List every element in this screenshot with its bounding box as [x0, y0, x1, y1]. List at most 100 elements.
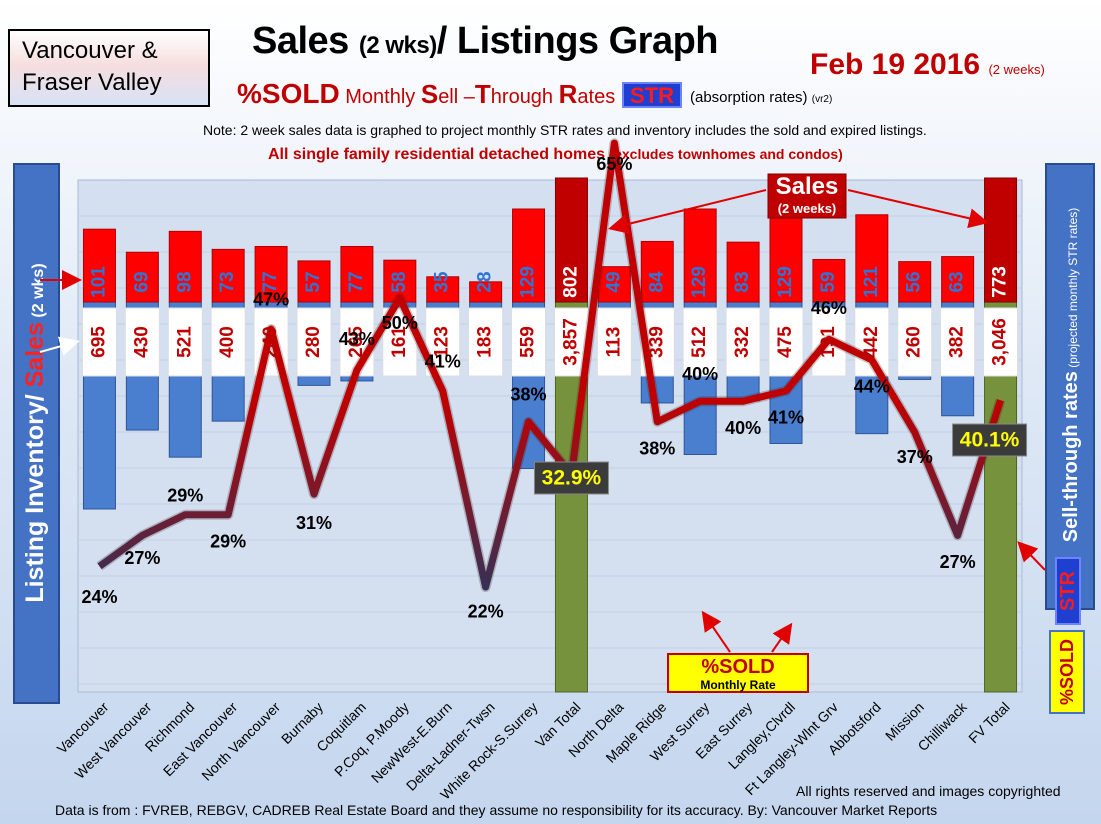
- sales-bar-west-vancouver: [125, 251, 159, 303]
- inventory-label-box-east-vancouver: [210, 307, 246, 377]
- inventory-label-box-north-delta: [596, 307, 632, 377]
- region-label: Vancouver & Fraser Valley: [8, 29, 210, 107]
- category-label-north-vancouver: North Vancouver: [198, 699, 283, 784]
- method-note: Note: 2 week sales data is graphed to pr…: [203, 122, 927, 138]
- pct-label-chilliwack: 27%: [940, 552, 976, 572]
- sold-callout-title: %SOLD: [701, 656, 774, 678]
- inventory-label-coquitlam: 265: [346, 326, 367, 358]
- region-line-2: Fraser Valley: [22, 69, 162, 96]
- inventory-label-box-white-rock-s-surrey: [511, 307, 547, 377]
- scope-main: All single family residential detached h…: [268, 146, 610, 163]
- inventory-label-box-mission: [897, 307, 933, 377]
- inventory-label-van-total: 3,857: [560, 318, 581, 366]
- sales-callout-title: Sales: [776, 173, 839, 200]
- pct-label-abbotsford: 44%: [854, 377, 890, 397]
- inventory-label-vancouver: 695: [88, 326, 109, 358]
- inventory-label-mission: 260: [904, 326, 925, 358]
- date-text: Feb 19 2016: [810, 48, 981, 81]
- inventory-label-east-surrey: 332: [732, 326, 753, 358]
- sales-label-fv-total: 773: [990, 266, 1011, 298]
- inventory-label-langley-clvrdl: 475: [775, 326, 796, 358]
- pct-label-north-delta: 65%: [596, 154, 632, 174]
- sales-bar-north-vancouver: [254, 245, 288, 303]
- inventory-label-west-vancouver: 430: [131, 326, 152, 358]
- left-axis-panel: [13, 163, 60, 704]
- title-part-c: / Listings Graph: [436, 20, 719, 62]
- inventory-label-delta-ladner-twsn: 183: [475, 326, 496, 358]
- sold-callout-sub: Monthly Rate: [700, 678, 776, 692]
- pct-label-mission: 37%: [897, 447, 933, 467]
- pct-label-maple-ridge: 38%: [639, 439, 675, 459]
- sales-bar-mission: [898, 261, 932, 303]
- inventory-label-box-west-surrey: [682, 307, 718, 377]
- subtitle-sold: %SOLD: [237, 78, 340, 109]
- copyright-note: All rights reserved and images copyright…: [796, 783, 1061, 799]
- subtitle-t: T: [474, 79, 491, 109]
- str-arrow: [1017, 541, 1046, 571]
- sales-bar-newwest-e-burn: [426, 276, 460, 303]
- sales-bar-langley-clvrdl: [769, 208, 803, 303]
- right-axis-panel: [1045, 163, 1095, 610]
- category-label-p-coq-p-moody: P.Coq, P.Moody: [331, 699, 412, 780]
- sales-label-maple-ridge: 84: [646, 271, 667, 293]
- sales-callout-box: [767, 173, 847, 219]
- sales-bar-east-vancouver: [211, 248, 245, 303]
- sales-label-west-vancouver: 69: [131, 271, 152, 292]
- sales-label-newwest-e-burn: 35: [432, 271, 453, 293]
- inventory-label-east-vancouver: 400: [217, 326, 238, 358]
- sales-label-north-vancouver: 77: [260, 271, 281, 292]
- pct-label-west-vancouver: 27%: [124, 548, 160, 568]
- sales-label-west-surrey: 129: [689, 266, 710, 298]
- inventory-label-newwest-e-burn: 123: [432, 326, 453, 358]
- inventory-label-box-east-surrey: [725, 307, 761, 377]
- sales-bar-north-delta: [597, 266, 631, 303]
- inventory-label-box-vancouver: [81, 307, 117, 377]
- inventory-label-maple-ridge: 339: [646, 326, 667, 358]
- sales-bar-coquitlam: [340, 245, 374, 303]
- sales-label-richmond: 98: [174, 271, 195, 292]
- category-label-fv-total: FV Total: [965, 699, 1012, 746]
- sales-label-p-coq-p-moody: 58: [389, 271, 410, 292]
- sales-bar-vancouver: [82, 228, 116, 303]
- inventory-label-burnaby: 280: [303, 326, 324, 358]
- source-note: Data is from : FVREB, REBGV, CADREB Real…: [55, 802, 938, 818]
- title-part-b: (2 wks): [358, 32, 437, 59]
- inventory-label-box-richmond: [167, 307, 203, 377]
- inventory-label-west-surrey: 512: [689, 326, 710, 358]
- subtitle-ates: ates: [577, 86, 616, 108]
- inventory-label-box-fv-total: [983, 307, 1019, 377]
- title-part-a: Sales: [252, 20, 359, 62]
- sales-bar-fv-total: [984, 177, 1018, 303]
- inventory-label-chilliwack: 382: [947, 326, 968, 358]
- total-pct-label-fv-total: 40.1%: [960, 429, 1020, 452]
- sold-arrow-right: [771, 622, 793, 653]
- sales-arrow-left: [608, 189, 767, 234]
- pct-label-ft-langley-wlnt-grv: 46%: [811, 298, 847, 318]
- date-note: (2 weeks): [988, 62, 1045, 77]
- inventory-label-box-burnaby: [296, 307, 332, 377]
- sales-callout-sub: (2 weeks): [778, 201, 837, 216]
- sold-vertical-badge: %SOLD: [1049, 630, 1085, 714]
- inventory-label-richmond: 521: [174, 326, 195, 358]
- subtitle-hrough: hrough: [490, 86, 559, 108]
- sales-label-vancouver: 101: [88, 266, 109, 298]
- subtitle-r: R: [558, 79, 578, 109]
- sales-bar-west-surrey: [683, 208, 717, 303]
- sold-callout-box: [667, 653, 809, 693]
- inventory-label-box-chilliwack: [940, 307, 976, 377]
- sales-label-mission: 56: [904, 271, 925, 292]
- inventory-label-north-delta: 113: [603, 327, 624, 358]
- absorption-note: (absorption rates) (vr2): [690, 89, 832, 106]
- pct-label-north-vancouver: 47%: [253, 290, 289, 310]
- total-pct-box-fv-total: [952, 423, 1028, 457]
- subtitle-s: S: [420, 79, 439, 109]
- page-title: Sales (2 wks)/ Listings Graph: [252, 20, 719, 63]
- region-line-1: Vancouver &: [22, 37, 158, 64]
- pct-label-east-surrey: 40%: [725, 418, 761, 438]
- sales-label-east-vancouver: 73: [217, 271, 238, 292]
- sales-label-van-total: 802: [560, 266, 581, 298]
- pct-label-newwest-e-burn: 41%: [425, 352, 461, 372]
- sales-bar-van-total: [554, 177, 588, 303]
- inventory-label-box-west-vancouver: [124, 307, 160, 377]
- sold-arrow-left: [701, 610, 731, 653]
